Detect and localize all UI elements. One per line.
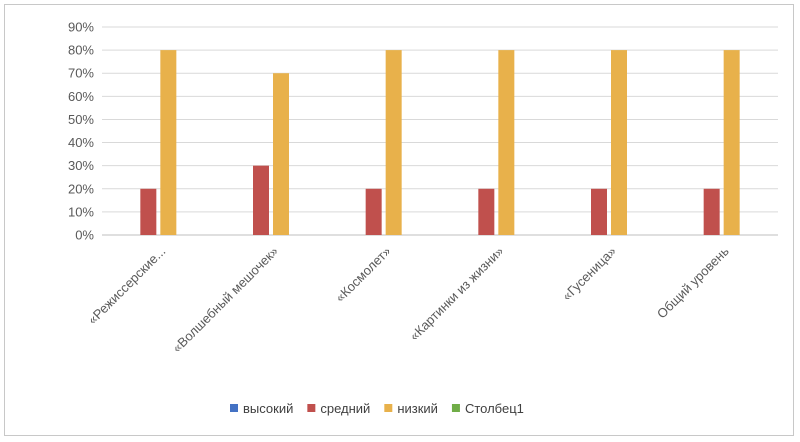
bar-средний-1 [253, 165, 269, 235]
bar-средний-5 [703, 188, 720, 235]
legend-label: низкий [397, 401, 438, 416]
y-tick-label: 0% [75, 228, 94, 243]
legend: высокий средний низкий Столбец1 [230, 401, 524, 416]
x-category-label: «Гусеница» [559, 244, 619, 304]
bar-средний-2 [365, 188, 382, 235]
y-tick-label: 80% [68, 43, 94, 58]
gridlines [102, 26, 778, 236]
bars [140, 50, 740, 235]
y-tick-label: 70% [68, 66, 94, 81]
x-category-label: «Космолет» [332, 244, 394, 306]
bar-низкий-0 [160, 50, 177, 235]
x-axis-labels: «Режиссерские... «Волшебный мешочек» «Косм… [85, 243, 732, 355]
bar-низкий-2 [385, 50, 402, 235]
legend-label: средний [320, 401, 370, 416]
y-tick-label: 20% [68, 181, 94, 196]
y-tick-label: 40% [68, 135, 94, 150]
bar-средний-4 [591, 188, 607, 235]
legend-label: высокий [243, 401, 293, 416]
y-tick-label: 10% [68, 204, 94, 219]
x-category-label: «Картинки из жизни» [406, 244, 506, 344]
y-axis-ticks: 0% 10% 20% 30% 40% 50% 60% 70% 80% 90% [68, 20, 94, 243]
y-tick-label: 50% [68, 112, 94, 127]
y-tick-label: 30% [68, 158, 94, 173]
legend-swatch [307, 404, 316, 412]
x-category-label: «Волшебный мешочек» [169, 244, 281, 356]
legend-swatch [451, 404, 460, 412]
x-category-label: Общий уровень [654, 243, 732, 321]
y-tick-label: 60% [68, 89, 94, 104]
bar-низкий-1 [273, 73, 289, 235]
legend-label: Столбец1 [465, 401, 524, 416]
legend-swatch [230, 404, 238, 412]
bar-средний-3 [478, 188, 495, 235]
legend-swatch [384, 404, 393, 412]
y-tick-label: 90% [68, 20, 94, 35]
bar-низкий-5 [723, 50, 740, 235]
bar-низкий-4 [611, 50, 627, 235]
x-category-label: «Режиссерские... [85, 244, 169, 328]
bar-средний-0 [140, 188, 157, 235]
bar-низкий-3 [498, 50, 515, 235]
